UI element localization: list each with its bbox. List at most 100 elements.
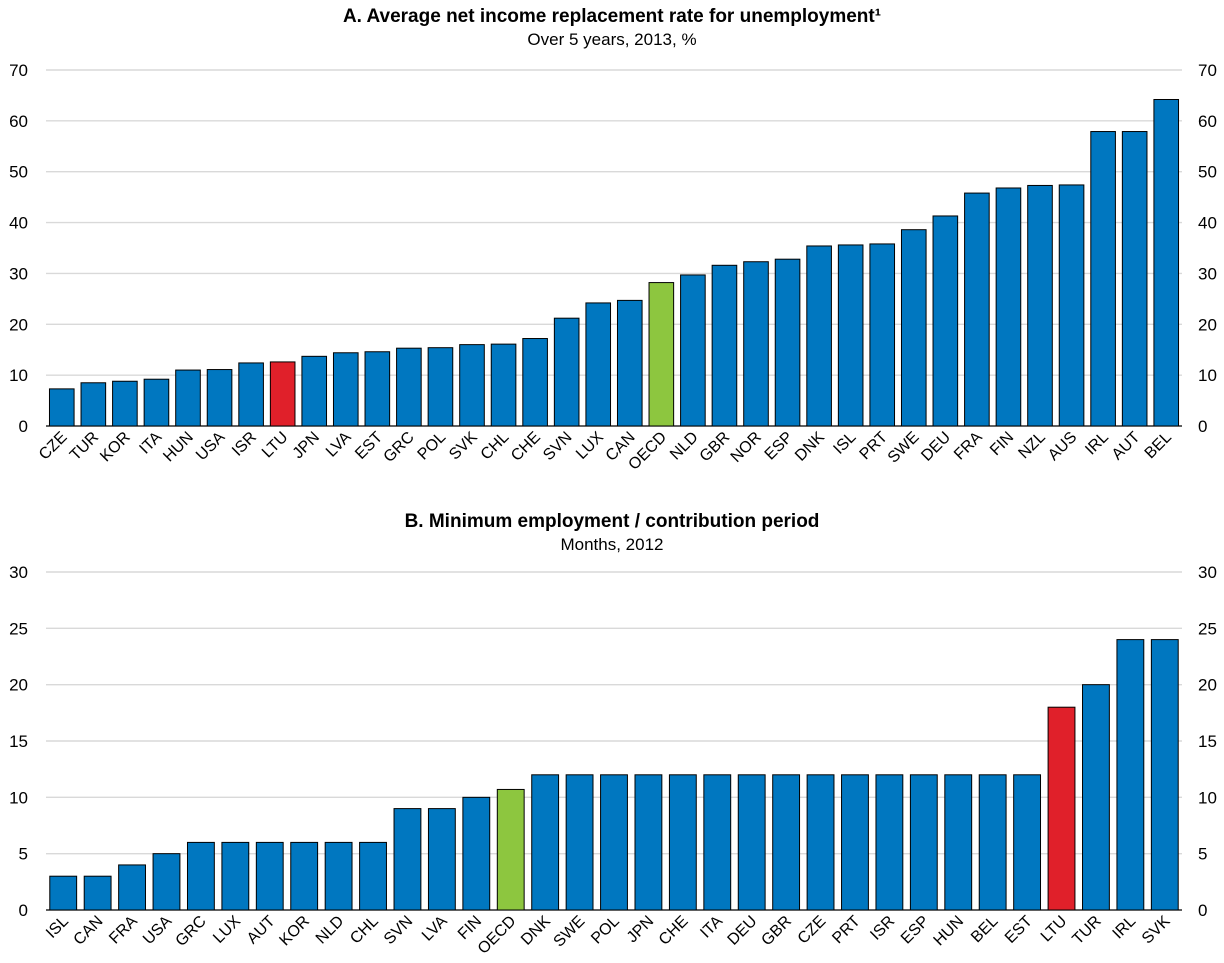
b-bar-aut bbox=[255, 841, 284, 911]
b-xtick-kor: KOR bbox=[276, 913, 313, 950]
a-ytick-left: 40 bbox=[9, 214, 28, 233]
a-bar-tur bbox=[80, 382, 107, 427]
b-bar-prt bbox=[841, 774, 869, 911]
b-ytick-right: 25 bbox=[1198, 619, 1217, 638]
b-bar-ltu bbox=[1047, 706, 1076, 911]
b-xtick-chl: CHL bbox=[347, 913, 382, 948]
a-xtick-gbr: GBR bbox=[697, 429, 734, 466]
b-xtick-dnk: DNK bbox=[518, 913, 554, 949]
b-xtick-ita: ITA bbox=[697, 913, 726, 942]
a-bar-lux bbox=[585, 302, 612, 427]
a-bar-irl bbox=[1090, 131, 1116, 427]
b-xtick-deu: DEU bbox=[725, 913, 761, 949]
a-ytick-left: 10 bbox=[9, 366, 28, 385]
a-xtick-svk: SVK bbox=[446, 429, 481, 464]
chart-b-subtitle: Months, 2012 bbox=[560, 535, 664, 554]
panel-a: A. Average net income replacement rate f… bbox=[0, 0, 1224, 470]
a-bar-aut bbox=[1121, 131, 1148, 427]
b-bar-fra bbox=[118, 864, 146, 911]
b-bar-lva bbox=[427, 808, 456, 911]
a-xtick-isl: ISL bbox=[830, 429, 859, 458]
b-bar-svn bbox=[393, 808, 422, 911]
a-bar-dnk bbox=[806, 245, 832, 427]
a-ytick-left: 0 bbox=[19, 417, 28, 436]
a-bar-isl bbox=[837, 244, 864, 427]
a-xtick-lux: LUX bbox=[573, 429, 607, 463]
chart-a-subtitle: Over 5 years, 2013, % bbox=[527, 30, 697, 49]
b-bar-bel bbox=[978, 774, 1007, 911]
a-bar-che bbox=[522, 338, 548, 427]
a-ytick-right: 10 bbox=[1198, 366, 1217, 385]
a-ytick-right: 40 bbox=[1198, 214, 1217, 233]
b-bar-nld bbox=[324, 841, 353, 911]
b-xtick-can: CAN bbox=[71, 913, 107, 949]
b-bar-deu bbox=[737, 774, 766, 911]
b-bar-irl bbox=[1116, 639, 1145, 911]
b-xtick-grc: GRC bbox=[173, 913, 210, 950]
a-bar-fin bbox=[995, 187, 1022, 427]
b-xtick-bel: BEL bbox=[968, 913, 1001, 946]
b-xtick-nld: NLD bbox=[313, 913, 348, 948]
a-bar-aus bbox=[1058, 184, 1085, 427]
a-ytick-left: 60 bbox=[9, 112, 28, 131]
b-xtick-lva: LVA bbox=[419, 913, 451, 945]
a-bar-ita bbox=[143, 378, 170, 427]
a-ytick-right: 50 bbox=[1198, 163, 1217, 182]
a-xtick-usa: USA bbox=[193, 429, 229, 465]
a-bar-prt bbox=[869, 243, 896, 427]
a-xtick-pol: POL bbox=[415, 429, 450, 464]
a-xtick-est: EST bbox=[352, 429, 386, 463]
b-xtick-fra: FRA bbox=[106, 913, 141, 948]
b-ytick-right: 0 bbox=[1198, 901, 1207, 920]
a-ytick-right: 20 bbox=[1198, 315, 1217, 334]
b-bar-esp bbox=[909, 774, 938, 911]
a-xtick-hun: HUN bbox=[160, 429, 197, 466]
a-ytick-right: 70 bbox=[1198, 61, 1217, 80]
b-bar-pol bbox=[600, 774, 628, 911]
b-bar-fin bbox=[462, 796, 491, 911]
b-xtick-lux: LUX bbox=[210, 913, 244, 947]
b-ytick-right: 5 bbox=[1198, 845, 1207, 864]
b-ytick-left: 5 bbox=[19, 845, 28, 864]
b-bar-swe bbox=[565, 774, 594, 911]
a-xtick-aus: AUS bbox=[1045, 429, 1080, 464]
b-ytick-left: 20 bbox=[9, 676, 28, 695]
a-bar-svk bbox=[459, 344, 485, 427]
a-bar-pol bbox=[427, 347, 454, 427]
b-bar-isl bbox=[49, 875, 78, 911]
a-bar-oecd bbox=[648, 282, 675, 427]
a-xtick-nld: NLD bbox=[667, 429, 702, 464]
a-bar-nzl bbox=[1027, 184, 1053, 427]
b-bar-ita bbox=[703, 774, 732, 911]
b-bar-che bbox=[668, 774, 697, 911]
b-bar-dnk bbox=[531, 774, 560, 911]
a-bar-grc bbox=[396, 347, 422, 427]
a-bar-ltu bbox=[269, 361, 296, 427]
b-xtick-swe: SWE bbox=[551, 913, 589, 951]
b-xtick-oecd: OECD bbox=[475, 913, 520, 958]
a-xtick-fin: FIN bbox=[987, 429, 1017, 459]
a-bar-est bbox=[364, 351, 391, 427]
b-bar-svk bbox=[1150, 639, 1179, 911]
a-bar-esp bbox=[774, 258, 801, 427]
b-xtick-cze: CZE bbox=[795, 913, 830, 948]
b-bar-grc bbox=[186, 841, 215, 911]
b-bar-usa bbox=[152, 853, 181, 911]
b-xtick-svk: SVK bbox=[1139, 913, 1174, 948]
b-ytick-left: 15 bbox=[9, 732, 28, 751]
b-ytick-right: 15 bbox=[1198, 732, 1217, 751]
a-xtick-nor: NOR bbox=[728, 429, 765, 466]
chart-a-title: A. Average net income replacement rate f… bbox=[342, 6, 882, 27]
a-xtick-isr: ISR bbox=[229, 429, 260, 460]
a-xtick-grc: GRC bbox=[381, 429, 418, 466]
b-ytick-right: 10 bbox=[1198, 788, 1217, 807]
a-ytick-left: 70 bbox=[9, 61, 28, 80]
a-xtick-che: CHE bbox=[508, 429, 544, 465]
a-ytick-right: 0 bbox=[1198, 417, 1207, 436]
a-xtick-kor: KOR bbox=[97, 429, 134, 466]
a-xtick-prt: PRT bbox=[857, 429, 892, 464]
b-xtick-est: EST bbox=[1002, 913, 1036, 947]
b-bar-jpn bbox=[634, 774, 663, 911]
b-xtick-pol: POL bbox=[588, 913, 623, 948]
b-xtick-tur: TUR bbox=[1069, 913, 1104, 948]
